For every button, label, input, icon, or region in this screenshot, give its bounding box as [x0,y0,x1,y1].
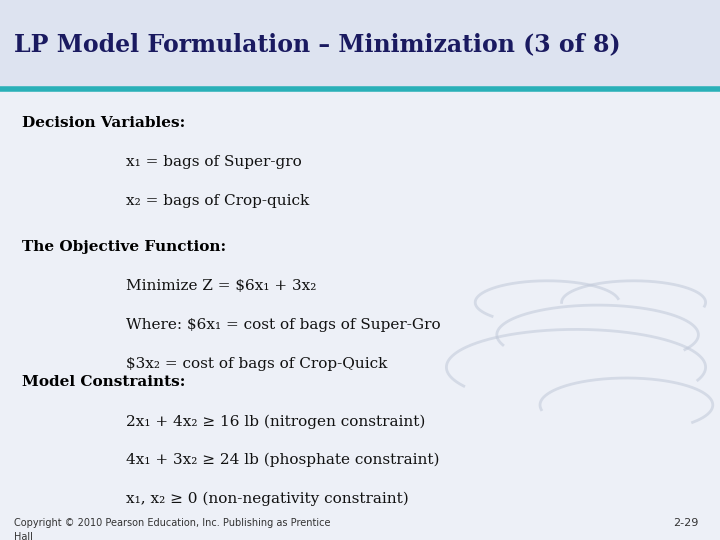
Text: The Objective Function:: The Objective Function: [22,240,226,254]
Bar [0,0,720,89]
Text: Minimize Z = $6x₁ + 3x₂: Minimize Z = $6x₁ + 3x₂ [126,279,316,293]
Text: Where: $6x₁ = cost of bags of Super-Gro: Where: $6x₁ = cost of bags of Super-Gro [126,318,441,332]
Text: x₂ = bags of Crop-quick: x₂ = bags of Crop-quick [126,194,310,208]
Text: x₁, x₂ ≥ 0 (non-negativity constraint): x₁, x₂ ≥ 0 (non-negativity constraint) [126,492,409,507]
Text: 4x₁ + 3x₂ ≥ 24 lb (phosphate constraint): 4x₁ + 3x₂ ≥ 24 lb (phosphate constraint) [126,453,439,468]
Text: 2x₁ + 4x₂ ≥ 16 lb (nitrogen constraint): 2x₁ + 4x₂ ≥ 16 lb (nitrogen constraint) [126,414,426,429]
Text: Decision Variables:: Decision Variables: [22,116,185,130]
Text: LP Model Formulation – Minimization (3 of 8): LP Model Formulation – Minimization (3 o… [14,32,621,57]
Text: Model Constraints:: Model Constraints: [22,375,185,389]
Text: Copyright © 2010 Pearson Education, Inc. Publishing as Prentice
Hall: Copyright © 2010 Pearson Education, Inc.… [14,518,331,540]
Text: $3x₂ = cost of bags of Crop-Quick: $3x₂ = cost of bags of Crop-Quick [126,357,387,371]
Text: 2-29: 2-29 [673,518,698,529]
Text: x₁ = bags of Super-gro: x₁ = bags of Super-gro [126,155,302,169]
